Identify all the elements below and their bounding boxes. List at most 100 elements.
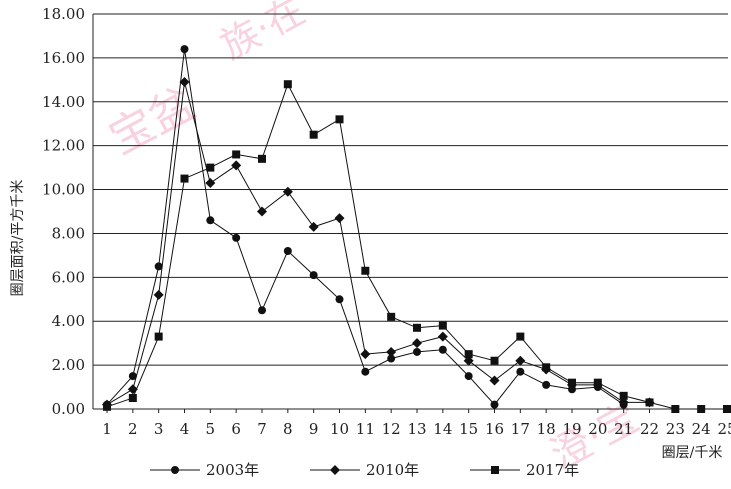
data-point	[334, 213, 345, 224]
legend-label: 2010年	[366, 461, 419, 479]
x-tick-label: 2	[128, 420, 138, 438]
x-tick-label: 11	[356, 420, 375, 438]
data-point	[232, 150, 241, 159]
data-point	[490, 400, 499, 409]
data-point	[593, 378, 602, 387]
data-point	[697, 405, 706, 413]
data-point	[542, 380, 551, 389]
data-point	[387, 312, 396, 321]
series-2010年	[102, 77, 655, 410]
y-tick-label: 6.00	[52, 268, 85, 286]
data-point	[206, 216, 215, 225]
data-point	[309, 130, 318, 139]
data-point	[671, 405, 680, 413]
data-point	[568, 378, 576, 387]
data-point	[103, 402, 111, 411]
data-point	[361, 367, 370, 376]
x-tick-label: 18	[537, 420, 556, 438]
data-point	[179, 77, 190, 88]
data-point	[180, 174, 189, 183]
series-group	[102, 45, 731, 413]
y-tick-label: 18.00	[42, 5, 85, 23]
x-tick-label: 10	[330, 420, 349, 438]
x-tick-label: 17	[511, 420, 530, 438]
data-point	[257, 206, 267, 217]
watermark: 宝盆 族·在 澄·宝	[101, 0, 646, 479]
x-tick-label: 25	[717, 420, 731, 438]
data-point	[205, 177, 216, 188]
data-point	[489, 375, 500, 386]
data-point	[282, 186, 293, 197]
legend: 2003年 2010年 2017年	[150, 461, 579, 479]
data-point	[386, 346, 397, 357]
data-point	[516, 332, 525, 341]
legend-marker	[171, 466, 179, 474]
data-point	[361, 266, 370, 275]
data-point	[438, 321, 447, 330]
data-point	[645, 398, 654, 407]
data-point	[464, 372, 473, 381]
y-tick-label: 14.00	[42, 93, 85, 111]
x-tick-label: 13	[407, 420, 426, 438]
data-point	[154, 332, 163, 341]
data-point	[308, 221, 319, 232]
x-tick-label: 1	[102, 420, 112, 438]
legend-marker	[330, 465, 340, 475]
data-point	[413, 323, 421, 332]
data-point	[231, 160, 242, 171]
data-point	[128, 394, 137, 403]
legend-marker	[491, 466, 499, 474]
data-point	[437, 331, 448, 342]
y-axis-title: 圈层面积/平方千米	[10, 180, 26, 297]
data-point	[542, 363, 551, 372]
data-point	[412, 338, 422, 349]
data-point	[413, 347, 421, 356]
svg-text:宝盆: 宝盆	[101, 78, 203, 164]
data-point	[258, 306, 266, 315]
data-point	[515, 355, 526, 366]
x-tick-label: 15	[459, 420, 478, 438]
axes: 0.00 2.00 4.00 6.00 8.00 10.00 12.00 14.00 16.00…	[42, 5, 731, 438]
data-point	[258, 154, 266, 163]
data-point	[153, 289, 164, 300]
y-tick-label: 8.00	[52, 224, 85, 242]
data-point	[618, 397, 629, 408]
legend-item-2017年: 2017年	[470, 461, 579, 479]
data-point	[309, 271, 318, 280]
x-tick-label: 3	[154, 420, 164, 438]
legend-label: 2017年	[526, 461, 579, 479]
y-tick-label: 2.00	[52, 356, 85, 374]
data-point	[283, 80, 292, 89]
legend-label: 2003年	[206, 461, 259, 479]
y-tick-label: 12.00	[42, 137, 85, 155]
series-2017年	[103, 80, 731, 413]
x-tick-label: 20	[588, 420, 607, 438]
data-point	[438, 345, 447, 354]
y-tick-label: 4.00	[52, 312, 85, 330]
x-tick-label: 12	[382, 420, 401, 438]
data-point	[128, 372, 137, 381]
legend-item-2010年: 2010年	[310, 461, 419, 479]
x-tick-label: 21	[614, 420, 633, 438]
data-point	[464, 350, 473, 359]
x-tick-label: 23	[666, 420, 685, 438]
data-point	[335, 295, 344, 304]
data-point	[232, 233, 241, 242]
x-tick-label: 9	[309, 420, 319, 438]
data-point	[490, 356, 499, 365]
series-line	[106, 82, 727, 410]
x-tick-label: 4	[180, 420, 190, 438]
series-line	[106, 81, 650, 406]
data-point	[154, 262, 163, 271]
y-tick-label: 16.00	[42, 49, 85, 67]
data-point	[463, 355, 474, 366]
data-point	[283, 247, 292, 255]
data-point	[360, 349, 371, 360]
y-tick-label: 10.00	[42, 181, 85, 199]
x-tick-label: 22	[640, 420, 659, 438]
x-axis-title: 圈层/千米	[662, 445, 723, 461]
data-point	[180, 45, 189, 54]
data-point	[619, 391, 628, 400]
x-tick-label: 7	[257, 420, 267, 438]
